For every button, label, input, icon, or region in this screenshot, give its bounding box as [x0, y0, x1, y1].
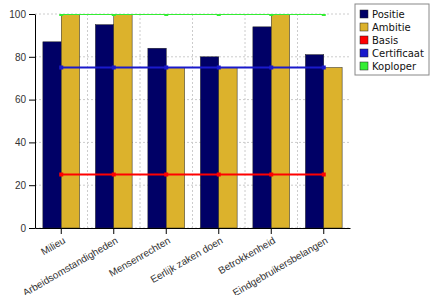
tick-label: 80	[15, 52, 27, 63]
tick	[29, 14, 35, 15]
axis-line	[35, 15, 36, 229]
marker	[112, 173, 116, 177]
bar	[43, 42, 61, 228]
tick	[166, 228, 167, 234]
legend-swatch	[360, 49, 368, 57]
tick	[61, 228, 62, 234]
line	[61, 14, 324, 15]
tick	[29, 142, 35, 143]
line	[61, 174, 324, 176]
plot: 0 20 40 60 80 100 MilieuArbeidsomstandighedenM…	[9, 9, 350, 295]
tick	[29, 57, 35, 58]
marker	[59, 66, 63, 70]
marker	[269, 14, 273, 16]
tick	[29, 100, 35, 101]
tick-label: Eindgebruikersbelangen	[231, 235, 330, 295]
tick-label: Eerlijk zaken doen	[148, 235, 224, 285]
bar	[305, 55, 323, 228]
marker	[322, 66, 326, 70]
marker	[322, 14, 326, 16]
tick	[271, 228, 272, 234]
marker	[112, 66, 116, 70]
tick	[29, 185, 35, 186]
bar	[166, 68, 184, 229]
marker	[164, 66, 168, 70]
tick	[218, 228, 219, 234]
tick-label: Milieu	[39, 235, 67, 258]
bar	[114, 14, 132, 228]
legend-label: Positie	[372, 9, 405, 20]
marks	[43, 14, 342, 228]
grid-line	[87, 14, 88, 228]
grid-line	[245, 14, 246, 228]
marker	[164, 14, 168, 16]
line	[61, 67, 324, 69]
tick-label: 60	[15, 94, 27, 105]
marker	[322, 173, 326, 177]
legend-label: Ambitie	[372, 22, 411, 33]
marker	[269, 66, 273, 70]
y-axis: 0 20 40 60 80 100	[9, 9, 35, 234]
marker	[217, 66, 221, 70]
bar	[219, 68, 237, 229]
bar	[253, 27, 271, 228]
bar	[61, 14, 79, 228]
chart: 0 20 40 60 80 100 MilieuArbeidsomstandighedenM…	[0, 0, 432, 295]
tick	[113, 228, 114, 234]
grid-line	[140, 14, 141, 228]
legend-swatch	[360, 36, 368, 44]
legend-swatch	[360, 62, 368, 70]
marker	[59, 14, 63, 16]
marker	[112, 14, 116, 16]
tick-label: 100	[9, 9, 26, 20]
tick-label: 0	[20, 223, 26, 234]
marker	[164, 173, 168, 177]
marker	[217, 173, 221, 177]
tick	[323, 228, 324, 234]
legend-box	[355, 4, 429, 75]
grid-line	[297, 14, 298, 228]
bar	[148, 48, 166, 228]
tick	[29, 228, 35, 229]
tick-label: 40	[15, 137, 27, 148]
marker	[269, 173, 273, 177]
bar	[95, 25, 113, 228]
grid-line	[35, 14, 350, 15]
tick-label: Arbeidsomstandigheden	[21, 235, 120, 295]
marker	[217, 14, 221, 16]
grid	[35, 14, 350, 228]
axis-line	[36, 228, 351, 229]
x-axis: MilieuArbeidsomstandighedenMensenrechten…	[21, 228, 351, 295]
bar	[271, 14, 289, 228]
legend-label: Basis	[372, 35, 398, 46]
tick-label: 20	[15, 180, 27, 191]
marker	[59, 173, 63, 177]
legend-swatch	[360, 10, 368, 18]
bar	[324, 68, 342, 229]
legend: Positie Ambitie Basis Certificaat Koploper	[355, 4, 429, 75]
legend-label: Certificaat	[372, 48, 424, 59]
grid-line	[35, 56, 350, 57]
legend-swatch	[360, 23, 368, 31]
legend-label: Koploper	[372, 61, 417, 72]
bar	[200, 57, 218, 228]
grid-line	[192, 14, 193, 228]
grid-line	[35, 185, 350, 186]
